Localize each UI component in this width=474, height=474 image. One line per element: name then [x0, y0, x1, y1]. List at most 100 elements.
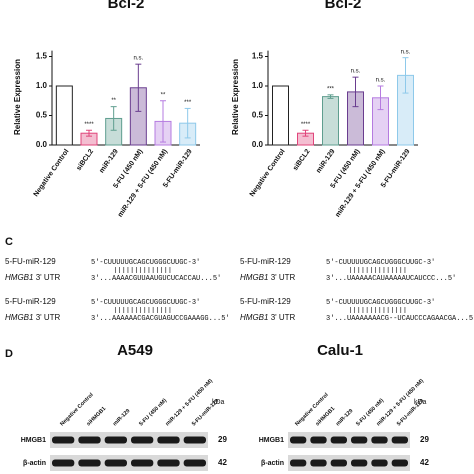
gene-name: HMGB1 — [5, 273, 33, 282]
lane-label: Negative Control — [294, 392, 330, 428]
band — [131, 436, 154, 444]
significance-label: n.s. — [351, 69, 361, 75]
error-bar — [184, 107, 191, 139]
target-name: HMGB1 3' UTR — [5, 313, 61, 322]
significance-label: ** — [161, 92, 166, 98]
unit-label: kDa — [414, 399, 427, 406]
region-name: 3' UTR — [36, 273, 61, 282]
blot-title: A549 — [117, 342, 153, 359]
y-tick-label: 1.5 — [36, 52, 48, 61]
significance-label: n.s. — [401, 49, 411, 55]
band — [290, 459, 307, 467]
band — [310, 459, 327, 467]
mirna-name: 5-FU-miR-129 — [240, 297, 291, 306]
x-tick-label: miR-129 — [98, 148, 119, 174]
band — [351, 459, 368, 467]
error-bar — [327, 94, 334, 99]
band — [183, 436, 206, 444]
significance-label: **** — [301, 122, 311, 128]
row-label: β-actin — [23, 460, 46, 467]
y-tick-label: 0.0 — [36, 140, 48, 149]
region-name: 3' UTR — [271, 313, 296, 322]
x-tick-label: Negative Control — [33, 148, 71, 198]
blot-title: Calu-1 — [317, 342, 363, 359]
band — [310, 436, 327, 444]
band — [104, 459, 127, 467]
band — [52, 459, 75, 467]
x-tick-label: miR-129 + 5-FU (450 nM) — [334, 148, 386, 218]
x-tick-label: miR-129 — [315, 148, 336, 174]
lane-label: siHMGB1 — [315, 406, 337, 428]
target-name: HMGB1 3' UTR — [240, 313, 296, 322]
y-axis-label: Relative Expression — [13, 59, 22, 135]
kda-label: 42 — [218, 458, 227, 467]
band — [330, 436, 347, 444]
band — [183, 459, 206, 467]
mirna-sequence: 5'-CUUUUUGCAGCUGGGCUUGC-3' — [326, 259, 435, 267]
bar — [322, 96, 339, 146]
row-label: β-actin — [261, 460, 284, 467]
lane-label: miR-129 + 5-FU (450 nM) — [165, 378, 214, 427]
gene-name: HMGB1 — [240, 273, 268, 282]
error-bar — [402, 57, 409, 94]
significance-label: n.s. — [133, 56, 143, 62]
kda-label: 42 — [420, 458, 429, 467]
y-tick-label: 0.5 — [252, 111, 264, 120]
mirna-sequence: 5'-CUUUUUGCAGCUGGGCUUGC-3' — [91, 259, 200, 267]
lane-label: miR-129 — [335, 408, 354, 427]
blot-strip — [288, 432, 410, 448]
x-tick-label: siBCL2 — [76, 148, 96, 172]
band — [78, 436, 101, 444]
error-bar — [302, 129, 309, 137]
band — [52, 436, 75, 444]
band — [351, 436, 368, 444]
significance-label: *** — [327, 86, 335, 92]
panel-label: D — [5, 348, 13, 360]
bar — [272, 85, 289, 146]
significance-label: n.s. — [376, 78, 386, 84]
lane-label: miR-129 — [112, 408, 131, 427]
y-tick-label: 1.0 — [36, 81, 48, 90]
error-bar — [86, 129, 92, 137]
significance-label: *** — [184, 100, 192, 106]
blot-strip — [50, 432, 208, 448]
error-bar — [135, 63, 142, 112]
mirna-name: 5-FU-miR-129 — [5, 297, 56, 306]
mirna-name: 5-FU-miR-129 — [5, 257, 56, 266]
blot-strip — [50, 455, 208, 471]
band — [371, 459, 388, 467]
error-bar — [160, 100, 166, 143]
band — [131, 459, 154, 467]
band — [391, 459, 408, 467]
x-tick-label: miR-129 + 5-FU (450 nM) — [117, 148, 169, 218]
target-sequence: 3'...UAAAAAAACG--UCAUCCCAGAACGA...5' — [326, 315, 474, 323]
region-name: 3' UTR — [36, 313, 61, 322]
significance-label: ** — [111, 98, 116, 104]
gene-name: HMGB1 — [5, 313, 33, 322]
band — [330, 459, 347, 467]
band — [391, 436, 408, 444]
target-sequence: 3'...AAAACGUUAAUGUCUCACCAU...5' — [91, 275, 221, 283]
chart-title: Bcl-2 — [108, 0, 145, 12]
blot-strip — [288, 455, 410, 471]
kda-label: 29 — [420, 435, 429, 444]
target-sequence: 3'...UAAAAACAUAAAAAUCAUCCC...5' — [326, 275, 456, 283]
row-label: HMGB1 — [259, 437, 284, 444]
y-tick-label: 1.5 — [252, 52, 264, 61]
target-name: HMGB1 3' UTR — [240, 273, 296, 282]
x-tick-label: siBCL2 — [292, 148, 312, 172]
y-tick-label: 0.5 — [36, 111, 48, 120]
band — [290, 436, 307, 444]
mirna-sequence: 5'-CUUUUUGCAGCUGGGCUUGC-3' — [326, 299, 435, 307]
unit-label: kDa — [212, 399, 225, 406]
mirna-sequence: 5'-CUUUUUGCAGCUGGGCUUGC-3' — [91, 299, 200, 307]
band — [157, 459, 180, 467]
target-name: HMGB1 3' UTR — [5, 273, 61, 282]
band — [78, 459, 101, 467]
y-tick-label: 0.0 — [252, 140, 264, 149]
lane-label: 5-FU-miR-129 — [191, 398, 220, 427]
error-bar — [110, 106, 117, 131]
bar — [55, 85, 73, 146]
mirna-name: 5-FU-miR-129 — [240, 257, 291, 266]
